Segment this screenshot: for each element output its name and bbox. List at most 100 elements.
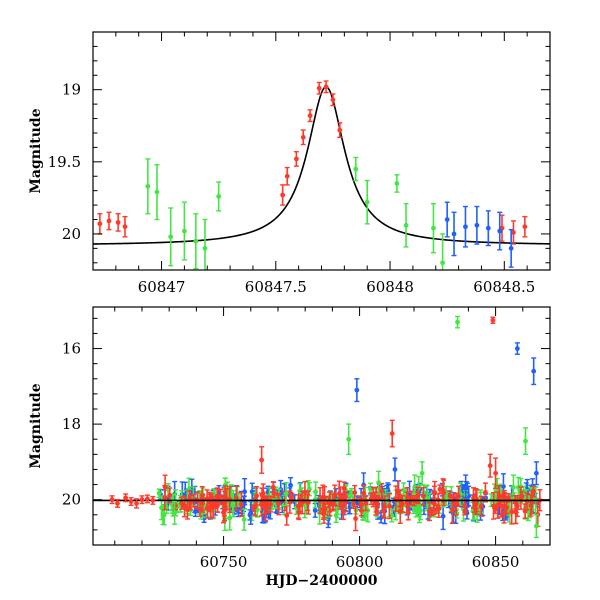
band-point-blue: [501, 484, 506, 489]
data-point-blue: [474, 222, 480, 228]
data-point-red: [511, 230, 516, 235]
y-tick-label: 19: [62, 81, 81, 99]
data-point-red: [280, 192, 286, 198]
band-point-red: [431, 489, 437, 495]
data-point-green: [283, 491, 289, 497]
band-point-red: [483, 489, 488, 495]
band-point-green: [161, 512, 167, 518]
data-point-green: [216, 194, 222, 199]
data-point-red: [337, 127, 343, 133]
data-point-blue: [392, 467, 398, 472]
data-point-blue: [514, 346, 520, 351]
data-point-red: [97, 221, 103, 227]
band-point-green: [241, 517, 247, 522]
band-point-green: [412, 484, 418, 490]
data-point-green: [353, 166, 359, 172]
data-point-red: [493, 470, 498, 476]
data-point-green: [364, 199, 370, 205]
band-point-red: [531, 489, 536, 494]
band-point-green: [413, 507, 419, 513]
band-point-red: [179, 500, 185, 506]
band-point-red: [270, 484, 276, 490]
data-point-green: [523, 438, 528, 444]
band-point-red: [524, 498, 530, 504]
band-point-green: [362, 513, 368, 519]
band-point-red: [472, 505, 478, 511]
data-point-blue: [463, 484, 469, 489]
x-tick-label: 60848: [366, 278, 414, 296]
data-point-red: [487, 463, 493, 469]
y-tick-label: 18: [62, 415, 81, 433]
data-point-green: [431, 225, 436, 231]
y-tick-label: 16: [62, 340, 81, 358]
data-point-red: [106, 218, 112, 224]
band-point-red: [501, 504, 507, 510]
data-point-green: [376, 480, 382, 486]
band-point-red: [173, 503, 178, 509]
band-point-red: [210, 504, 216, 510]
data-point-blue: [533, 470, 539, 476]
data-point-green: [394, 181, 400, 186]
band-point-red: [370, 494, 376, 500]
band-point-blue: [249, 489, 255, 495]
data-point-blue: [508, 245, 514, 251]
data-point-green: [154, 189, 160, 195]
data-point-green: [403, 222, 409, 228]
band-point-red: [519, 493, 525, 499]
x-tick-label: 60847.5: [245, 278, 307, 296]
band-point-green: [401, 487, 407, 493]
data-point-red: [122, 224, 128, 230]
data-point-green: [533, 523, 539, 529]
band-point-red: [351, 501, 356, 507]
band-point-red: [254, 493, 259, 499]
data-point-green: [172, 510, 178, 516]
data-point-red: [139, 497, 145, 503]
band-point-red: [182, 504, 187, 509]
band-point-red: [199, 495, 205, 501]
data-point-red: [389, 431, 395, 436]
band-point-blue: [312, 507, 318, 513]
band-point-red: [496, 493, 502, 499]
band-point-red: [320, 494, 326, 500]
data-point-red: [490, 317, 496, 323]
data-point-red: [145, 496, 150, 502]
data-point-red: [316, 85, 322, 91]
band-point-red: [421, 493, 426, 499]
band-point-red: [238, 502, 244, 507]
data-point-red: [115, 220, 121, 225]
band-point-red: [167, 492, 173, 498]
band-point-green: [227, 515, 233, 521]
data-point-red: [522, 224, 528, 230]
band-point-red: [478, 503, 484, 509]
band-point-green: [312, 497, 318, 503]
band-point-red: [415, 494, 420, 500]
band-point-green: [511, 484, 516, 490]
y-axis-label: Magnitude: [28, 108, 44, 193]
data-point-red: [150, 498, 156, 503]
band-point-red: [284, 513, 290, 518]
data-point-green: [202, 245, 208, 251]
data-point-red: [293, 156, 299, 162]
band-point-red: [353, 516, 358, 521]
data-point-green: [346, 436, 352, 442]
band-point-red: [441, 490, 447, 496]
band-point-red: [427, 509, 432, 515]
data-point-red: [115, 501, 120, 506]
x-axis-label: HJD−2400000: [266, 573, 378, 589]
y-axis-label: Magnitude: [28, 383, 44, 468]
x-tick-label: 60847: [138, 278, 186, 296]
data-point-red: [284, 173, 290, 179]
band-point-red: [221, 510, 226, 515]
x-tick-label: 60848.5: [473, 278, 535, 296]
band-point-red: [258, 502, 264, 508]
data-point-blue: [354, 387, 360, 393]
x-tick-label: 60750: [200, 553, 248, 571]
band-point-red: [214, 493, 220, 499]
data-point-red: [300, 134, 306, 140]
band-point-red: [399, 501, 405, 507]
band-point-red: [162, 495, 168, 501]
band-point-red: [234, 495, 239, 501]
band-point-red: [305, 500, 311, 505]
data-point-red: [123, 495, 129, 501]
plot-frame: [92, 31, 551, 271]
